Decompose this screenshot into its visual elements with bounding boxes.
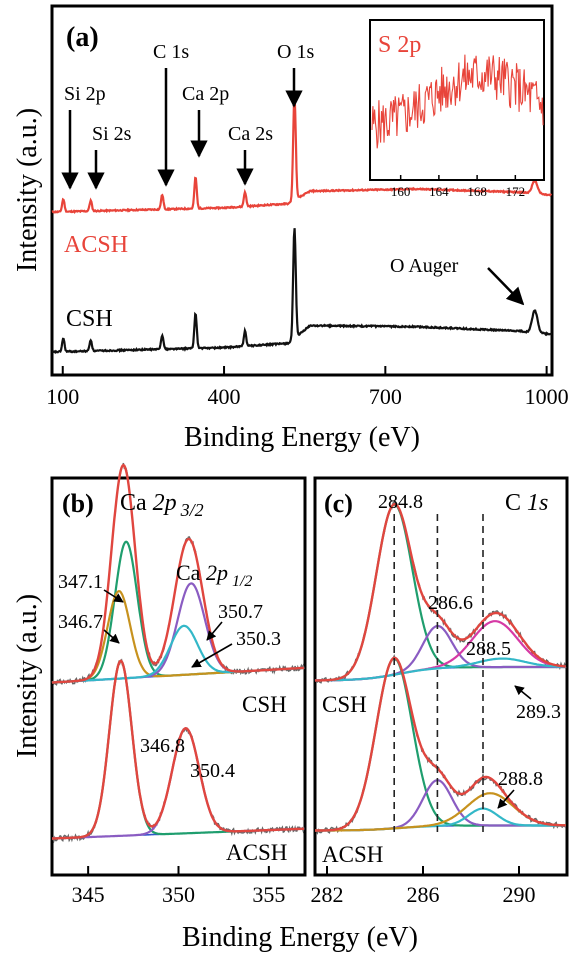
panel-b-ca2p12: Ca 2p 1/2 <box>176 560 252 590</box>
label-346-8: 346.8 <box>140 735 185 757</box>
inset-s2p: S 2p 160 164 168 172 <box>369 19 545 199</box>
panel-b-label: (b) <box>62 489 94 518</box>
panel-c-title: C 1s <box>505 490 548 516</box>
inset-title: S 2p <box>378 32 421 58</box>
panel-b-title-2p: 2p <box>153 490 177 516</box>
label-288-5: 288.5 <box>466 638 511 660</box>
panel-c-x-ticks: 282 286 290 <box>311 866 536 907</box>
arrow-o-auger <box>487 267 525 306</box>
a-tick-label: 400 <box>208 384 241 409</box>
panel-c-title-c: C <box>505 490 527 516</box>
series-label-acsh: ACSH <box>64 232 128 258</box>
label-288-8: 288.8 <box>498 768 543 790</box>
panel-bc-x-label: Binding Energy (eV) <box>182 922 418 953</box>
panel-b-title-32: 3/2 <box>180 500 204 520</box>
panel-c-curves <box>314 501 567 835</box>
arrow-289-3 <box>514 685 532 700</box>
panel-c-acsh: ACSH <box>322 842 383 867</box>
panel-c: (c) C 1s 284.8 286.6 288.5 289.3 288.8 C… <box>311 476 569 907</box>
arrow-346-7 <box>103 629 120 644</box>
panel-a-x-ticks: 100 400 700 1000 <box>46 366 569 409</box>
label-350-3: 350.3 <box>236 628 281 650</box>
inset-tick-label: 164 <box>429 184 449 199</box>
panel-a-curves <box>51 96 553 355</box>
envelope-acsh <box>315 656 566 832</box>
panel-b-ca12-12: 1/2 <box>232 573 252 590</box>
tick-label: 355 <box>252 882 285 907</box>
arrow-288-8 <box>497 789 515 809</box>
tick-label: 350 <box>162 882 195 907</box>
raw-acsh <box>314 654 566 835</box>
envelope-csh <box>51 463 305 684</box>
component-288-5 <box>314 620 566 682</box>
panel-bc-y-label: Intensity (a.u.) <box>12 594 43 758</box>
inset-tick-label: 168 <box>467 184 487 199</box>
label-c1s: C 1s <box>153 41 189 63</box>
panel-b-curves <box>51 462 305 844</box>
panel-b-ca12-2p: 2p <box>206 560 228 585</box>
a-tick-label: 700 <box>369 384 402 409</box>
panel-a-x-label: Binding Energy (eV) <box>184 422 420 453</box>
inset-tick-label: 172 <box>506 184 526 199</box>
panel-b-acsh: ACSH <box>226 840 287 865</box>
inset-tick-label: 160 <box>391 184 411 199</box>
envelope-csh <box>315 503 566 682</box>
panel-b-title-ca: Ca <box>120 490 153 516</box>
panel-b: (b) Ca 2p 3/2 Ca 2p 1/2 347.1 346.7 350.7 … <box>12 462 307 907</box>
a-tick-label: 1000 <box>525 384 569 409</box>
tick-label: 282 <box>311 882 344 907</box>
component-289-3 <box>314 657 566 682</box>
panel-c-label: (c) <box>324 489 353 518</box>
inset-ticks: 160 164 168 172 <box>391 175 525 199</box>
a-tick-label: 100 <box>46 384 79 409</box>
label-o1s: O 1s <box>277 41 314 63</box>
panel-a: S 2p 160 164 168 172 (a) Si 2p Si 2s C 1s C… <box>12 4 569 453</box>
arrow-350-3 <box>191 643 233 668</box>
label-ca2s: Ca 2s <box>228 123 273 145</box>
panel-c-frame <box>313 476 569 877</box>
panel-b-x-ticks: 345 350 355 <box>72 866 285 907</box>
tick-label: 345 <box>72 882 105 907</box>
label-289-3: 289.3 <box>516 701 561 723</box>
panel-b-csh: CSH <box>242 692 287 717</box>
label-346-7: 346.7 <box>58 611 103 633</box>
tick-label: 286 <box>407 882 440 907</box>
tick-label: 290 <box>503 882 536 907</box>
series-label-csh: CSH <box>66 306 113 332</box>
label-286-6: 286.6 <box>428 592 473 614</box>
panel-a-y-label: Intensity (a.u.) <box>12 108 43 272</box>
panel-c-csh: CSH <box>322 692 367 717</box>
arrow-350-7 <box>206 621 223 641</box>
label-o-auger: O Auger <box>390 255 459 277</box>
panel-a-label: (a) <box>66 22 99 53</box>
arrow-347-1 <box>103 589 124 603</box>
panel-b-ca12-ca: Ca <box>176 560 206 585</box>
label-ca2p: Ca 2p <box>182 83 229 105</box>
spectrum-acsh <box>51 96 553 214</box>
label-si2s: Si 2s <box>92 123 132 145</box>
label-350-4: 350.4 <box>190 760 235 782</box>
envelope-acsh <box>52 659 305 840</box>
label-284-8: 284.8 <box>378 491 423 513</box>
inset-spectrum <box>371 54 544 149</box>
component-286-6 <box>314 624 566 682</box>
panel-b-title: Ca 2p 3/2 <box>120 490 204 520</box>
label-350-7: 350.7 <box>218 601 263 623</box>
inset-curve <box>371 54 544 149</box>
panel-c-title-1s: 1s <box>527 490 548 516</box>
spectrum-csh <box>51 228 553 355</box>
label-347-1: 347.1 <box>58 571 103 593</box>
component-284-8 <box>315 657 566 832</box>
label-si2p: Si 2p <box>64 83 106 105</box>
panel-a-frame <box>50 4 554 377</box>
